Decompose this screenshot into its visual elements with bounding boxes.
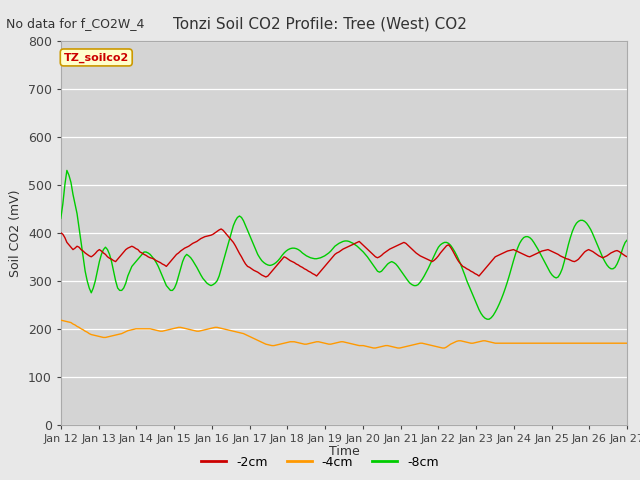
Y-axis label: Soil CO2 (mV): Soil CO2 (mV) xyxy=(9,189,22,276)
Legend: -2cm, -4cm, -8cm: -2cm, -4cm, -8cm xyxy=(196,451,444,474)
X-axis label: Time: Time xyxy=(328,445,360,458)
Text: Tonzi Soil CO2 Profile: Tree (West) CO2: Tonzi Soil CO2 Profile: Tree (West) CO2 xyxy=(173,17,467,32)
Text: No data for f_CO2W_4: No data for f_CO2W_4 xyxy=(6,17,145,30)
Text: TZ_soilco2: TZ_soilco2 xyxy=(63,52,129,62)
